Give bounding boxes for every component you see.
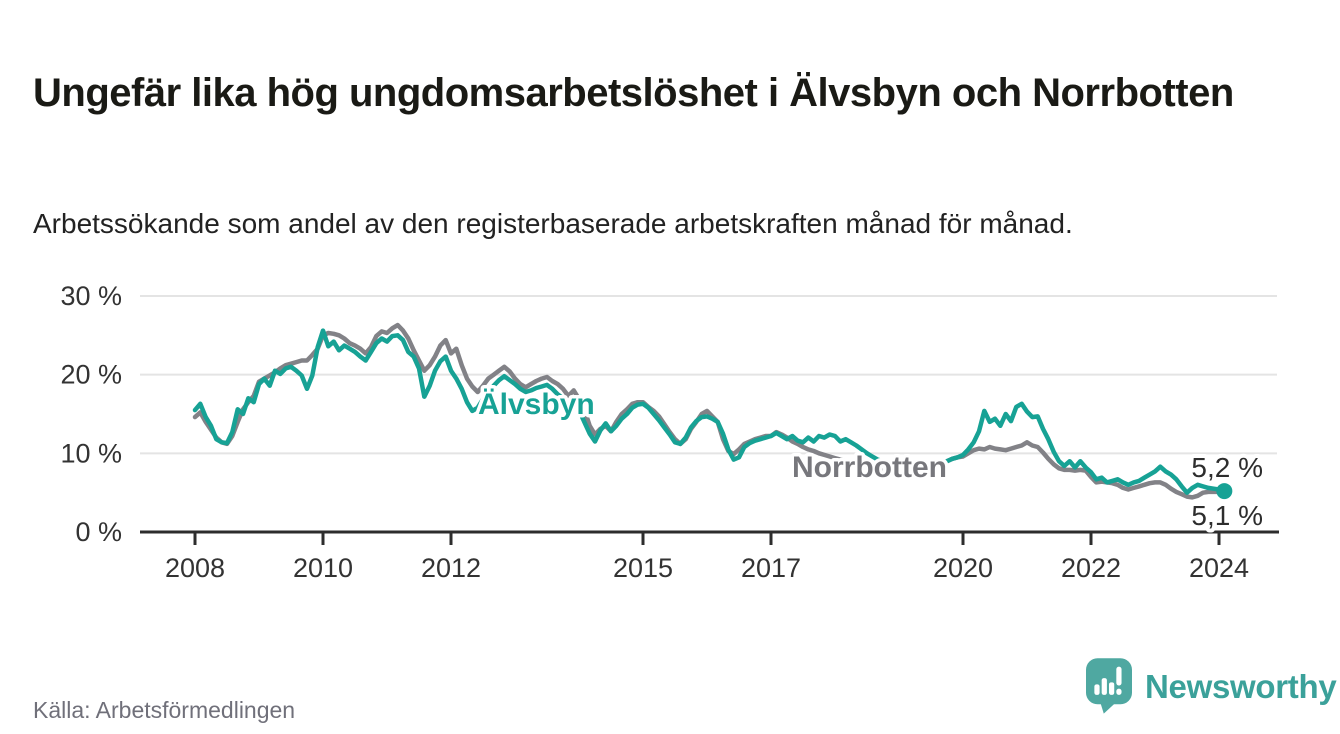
y-tick-label-20: 20 % [60, 360, 122, 390]
alvsbyn-line [192, 328, 1227, 495]
y-tick-label-0: 0 % [75, 517, 122, 547]
norrbotten-line [192, 322, 1227, 500]
x-tick-label-2010: 2010 [293, 553, 353, 583]
source-attribution: Källa: Arbetsförmedlingen [33, 697, 296, 723]
speech-bubble-bar-chart-icon [1086, 658, 1132, 714]
alvsbyn-end-value-label: 5,2 % [1191, 452, 1263, 483]
x-tick-label-2020: 2020 [933, 553, 993, 583]
alvsbyn-end-dot [1216, 483, 1233, 500]
x-tick-label-2024: 2024 [1189, 553, 1249, 583]
gridlines [140, 295, 1277, 455]
alvsbyn-series-label: Älvsbyn [478, 388, 595, 421]
x-tick-label-2012: 2012 [421, 553, 481, 583]
newsworthy-wordmark: Newsworthy [1145, 667, 1337, 705]
y-axis-labels: 0 % 10 % 20 % 30 % [60, 281, 122, 547]
x-axis: 2008 2010 2012 2015 2017 2020 2022 2024 [140, 530, 1279, 583]
page-subtitle: Arbetssökande som andel av den registerb… [33, 208, 1073, 239]
x-tick-label-2022: 2022 [1061, 553, 1121, 583]
y-tick-label-10: 10 % [60, 438, 122, 468]
newsworthy-logo: Newsworthy [1086, 658, 1337, 715]
page-title: Ungefär lika hög ungdomsarbetslöshet i Ä… [33, 70, 1234, 115]
norrbotten-end-value-label: 5,1 % [1191, 500, 1263, 531]
x-tick-label-2017: 2017 [741, 553, 801, 583]
y-tick-label-30: 30 % [60, 281, 122, 311]
x-tick-label-2008: 2008 [165, 553, 225, 583]
norrbotten-series-label: Norrbotten [792, 451, 947, 484]
x-tick-label-2015: 2015 [613, 553, 673, 583]
series-lines [192, 322, 1233, 500]
